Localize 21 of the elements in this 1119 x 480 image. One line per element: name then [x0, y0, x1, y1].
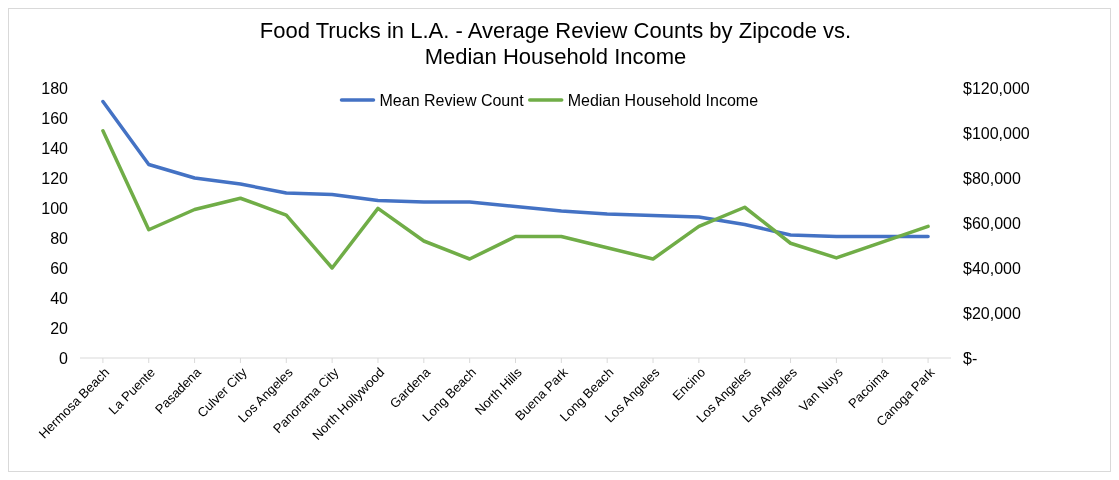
- y2-tick-label: $100,000: [963, 124, 1030, 142]
- y2-tick-label: $40,000: [963, 259, 1021, 277]
- y-tick-label: 40: [50, 289, 69, 307]
- y-tick-label: 140: [41, 139, 69, 157]
- y-tick-label: 0: [59, 349, 69, 367]
- chart-title: Food Trucks in L.A. - Average Review Counts by Zipcode vs. Median Household Income: [259, 18, 852, 69]
- y-tick-label: 80: [50, 229, 69, 247]
- y-tick-label: 120: [41, 169, 69, 187]
- legend-label: Mean Review Count: [379, 91, 525, 109]
- y-tick-label: 20: [50, 319, 69, 337]
- y-tick-label: 180: [41, 79, 69, 97]
- y2-tick-label: $-: [963, 349, 978, 367]
- y2-tick-label: $20,000: [963, 304, 1021, 322]
- y2-tick-label: $80,000: [963, 169, 1021, 187]
- legend-label: Median Household Income: [567, 91, 759, 109]
- y-tick-label: 100: [41, 199, 69, 217]
- y2-tick-label: $60,000: [963, 214, 1021, 232]
- y-tick-label: 60: [50, 259, 69, 277]
- line-series: [101, 129, 930, 270]
- y-tick-label: 160: [41, 109, 69, 127]
- y2-tick-label: $120,000: [963, 79, 1030, 97]
